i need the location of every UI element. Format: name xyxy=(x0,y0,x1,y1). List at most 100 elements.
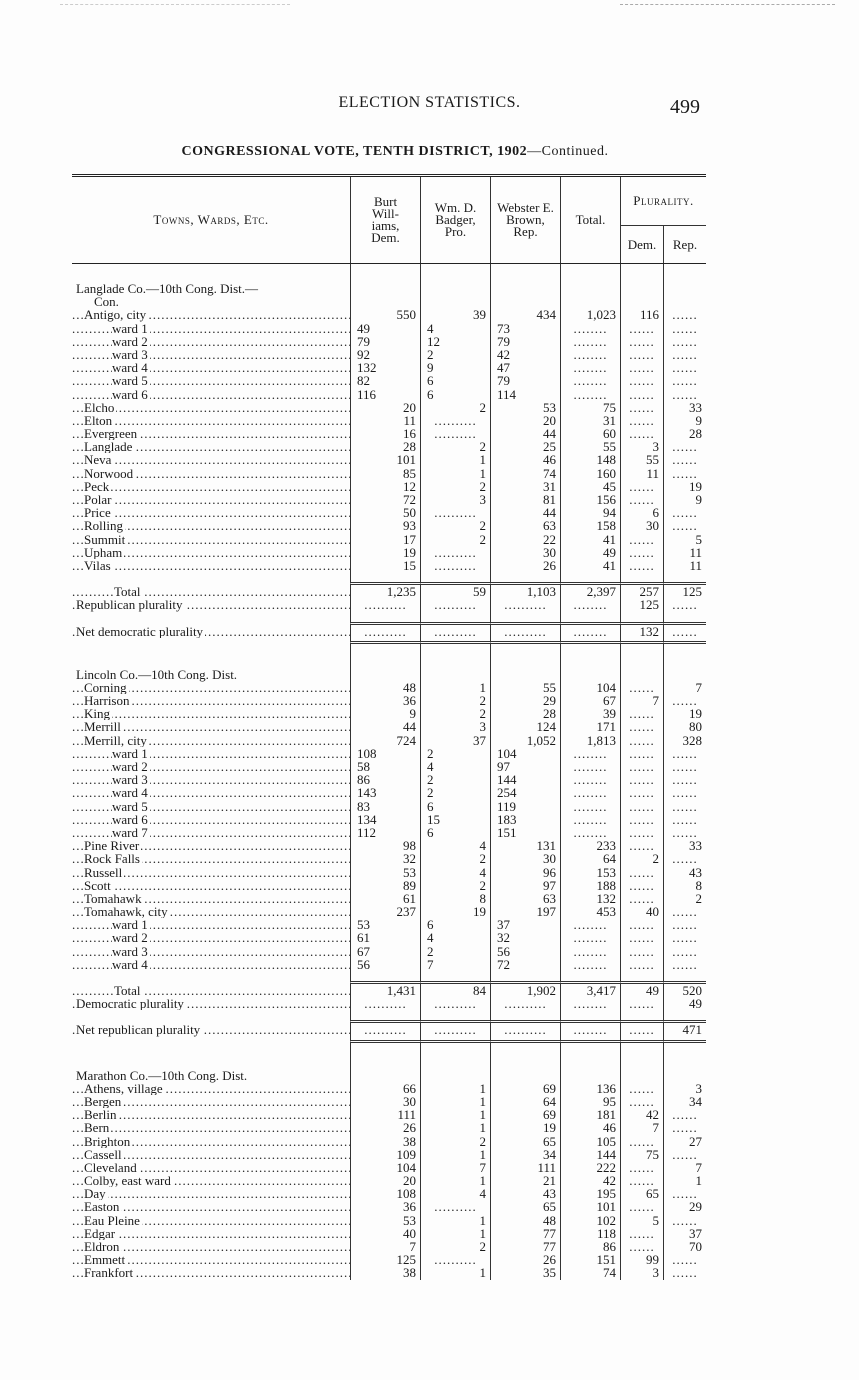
cell-dem: 11 xyxy=(620,466,663,480)
table-row: Langlade 28225553...... xyxy=(72,440,706,454)
empty-cell-rep: ...... xyxy=(663,786,706,800)
cell-total: 102 xyxy=(560,1213,620,1227)
row-label-cell: Merrill xyxy=(72,720,350,734)
empty-cell-total: ........ xyxy=(560,786,620,800)
table-row: Harrison 36229677...... xyxy=(72,694,706,708)
cell-total: 151 xyxy=(560,1253,620,1267)
cell-burt: 53 xyxy=(350,865,420,879)
empty-cell-rep: ...... xyxy=(663,453,706,467)
cell-brown: 114 xyxy=(490,387,560,401)
table-row: ward 1 53637.................... xyxy=(72,918,706,932)
cell-badger: 3 xyxy=(420,493,490,507)
row-label-cell: ward 2 xyxy=(72,334,350,348)
empty-cell-dem: ...... xyxy=(620,321,663,335)
cell-rep: 9 xyxy=(663,413,706,428)
cell-brown: 30 xyxy=(490,545,560,559)
empty-cell-total: ........ xyxy=(560,374,620,388)
empty-cell-rep: ...... xyxy=(663,746,706,760)
cell-burt: 38 xyxy=(350,1266,420,1280)
empty-cell-dem: ...... xyxy=(620,931,663,945)
cell-burt: 83 xyxy=(350,799,420,813)
cell-brown: 34 xyxy=(490,1147,560,1161)
cell-burt: 108 xyxy=(350,1187,420,1201)
cell-badger: 4 xyxy=(420,839,490,853)
cell-total: 45 xyxy=(560,479,620,493)
cell-brown: 44 xyxy=(490,427,560,441)
cell-burt: 89 xyxy=(350,878,420,892)
cell-dem: 30 xyxy=(620,519,663,533)
cell-rep: 8 xyxy=(663,878,706,892)
cell-total: 41 xyxy=(560,532,620,546)
row-label: Upham xyxy=(84,545,125,559)
row-label-cell: King xyxy=(72,707,350,721)
cell-burt: 85 xyxy=(350,466,420,480)
empty-cell-dem: ...... xyxy=(620,427,663,441)
empty-cell-total: ........ xyxy=(560,598,620,612)
cell-rep: 27 xyxy=(663,1134,706,1148)
empty-cell-dem: ...... xyxy=(620,400,663,414)
cell-brown: 48 xyxy=(490,1213,560,1227)
cell-badger: 2 xyxy=(420,1134,490,1148)
cell-dem: 49 xyxy=(620,984,663,998)
cell-brown: 119 xyxy=(490,799,560,813)
cell-brown: 44 xyxy=(490,506,560,520)
table-row: ward 4 1432254.................... xyxy=(72,786,706,800)
cell-brown: 56 xyxy=(490,944,560,958)
row-label-cell: Evergreen xyxy=(72,427,350,441)
cell-brown: 97 xyxy=(490,760,560,774)
cell-badger: 39 xyxy=(420,308,490,322)
empty-cell-badger: .......... xyxy=(420,997,490,1011)
section-heading: Langlade Co.—10th Cong. Dist.— xyxy=(76,281,258,296)
row-label-cell: Cleveland xyxy=(72,1160,350,1175)
cell-dem: 6 xyxy=(620,506,663,520)
page-number: 499 xyxy=(670,96,700,118)
row-label-cell: ward 3 xyxy=(72,944,350,958)
empty-cell-total: ........ xyxy=(560,812,620,826)
cell-badger: 4 xyxy=(420,321,490,335)
section-heading: Marathon Co.—10th Cong. Dist. xyxy=(76,1067,248,1083)
empty-cell-badger: .......... xyxy=(420,624,490,638)
empty-cell-rep: ...... xyxy=(663,944,706,958)
row-label: Net republican plurality xyxy=(76,1023,203,1037)
col-brown: Webster E. Brown, Rep. xyxy=(490,177,560,263)
cell-burt: 104 xyxy=(350,1160,420,1175)
table-row: Norwood 8517416011...... xyxy=(72,466,706,480)
empty-cell-rep: ...... xyxy=(663,1266,706,1280)
cell-rep: 7 xyxy=(663,680,706,695)
row-label: Price xyxy=(84,506,113,520)
empty-cell-dem: ...... xyxy=(620,839,663,853)
row-label: Eldron xyxy=(84,1240,122,1254)
cell-badger: 1 xyxy=(420,1147,490,1161)
table-row: Rock Falls32230642...... xyxy=(72,852,706,866)
cell-brown: 104 xyxy=(490,746,560,760)
cell-badger: 2 xyxy=(420,878,490,892)
cell-badger: 7 xyxy=(420,1160,490,1175)
table-row: ward 1 49473.................... xyxy=(72,321,706,335)
cell-total: 158 xyxy=(560,519,620,533)
cell-total: 136 xyxy=(560,1081,620,1095)
table-row: Rolling 9326315830...... xyxy=(72,519,706,533)
cell-badger: 1 xyxy=(420,1121,490,1135)
row-label-cell: Russell xyxy=(72,865,350,879)
cell-burt: 9 xyxy=(350,707,420,721)
cell-brown: 97 xyxy=(490,878,560,892)
cell-brown: 43 xyxy=(490,1187,560,1201)
row-label-cell: Frankfort xyxy=(72,1266,350,1280)
cell-burt: 53 xyxy=(350,1213,420,1227)
cell-dem: 125 xyxy=(620,598,663,612)
row-label: ward 2 xyxy=(112,931,150,945)
row-label-cell: Harrison xyxy=(72,694,350,708)
row-label-cell: ward 5 xyxy=(72,374,350,388)
row-label: Peck xyxy=(84,479,112,493)
cell-badger: 1 xyxy=(420,1081,490,1095)
net-plurality-row: Net republican plurality................… xyxy=(72,1023,706,1037)
empty-cell-rep: ...... xyxy=(663,760,706,774)
empty-cell-dem: ...... xyxy=(620,1081,663,1095)
cell-badger: 2 xyxy=(420,1240,490,1254)
cell-total: 64 xyxy=(560,852,620,866)
empty-cell-dem: ...... xyxy=(620,746,663,760)
row-label: ward 3 xyxy=(112,773,150,787)
